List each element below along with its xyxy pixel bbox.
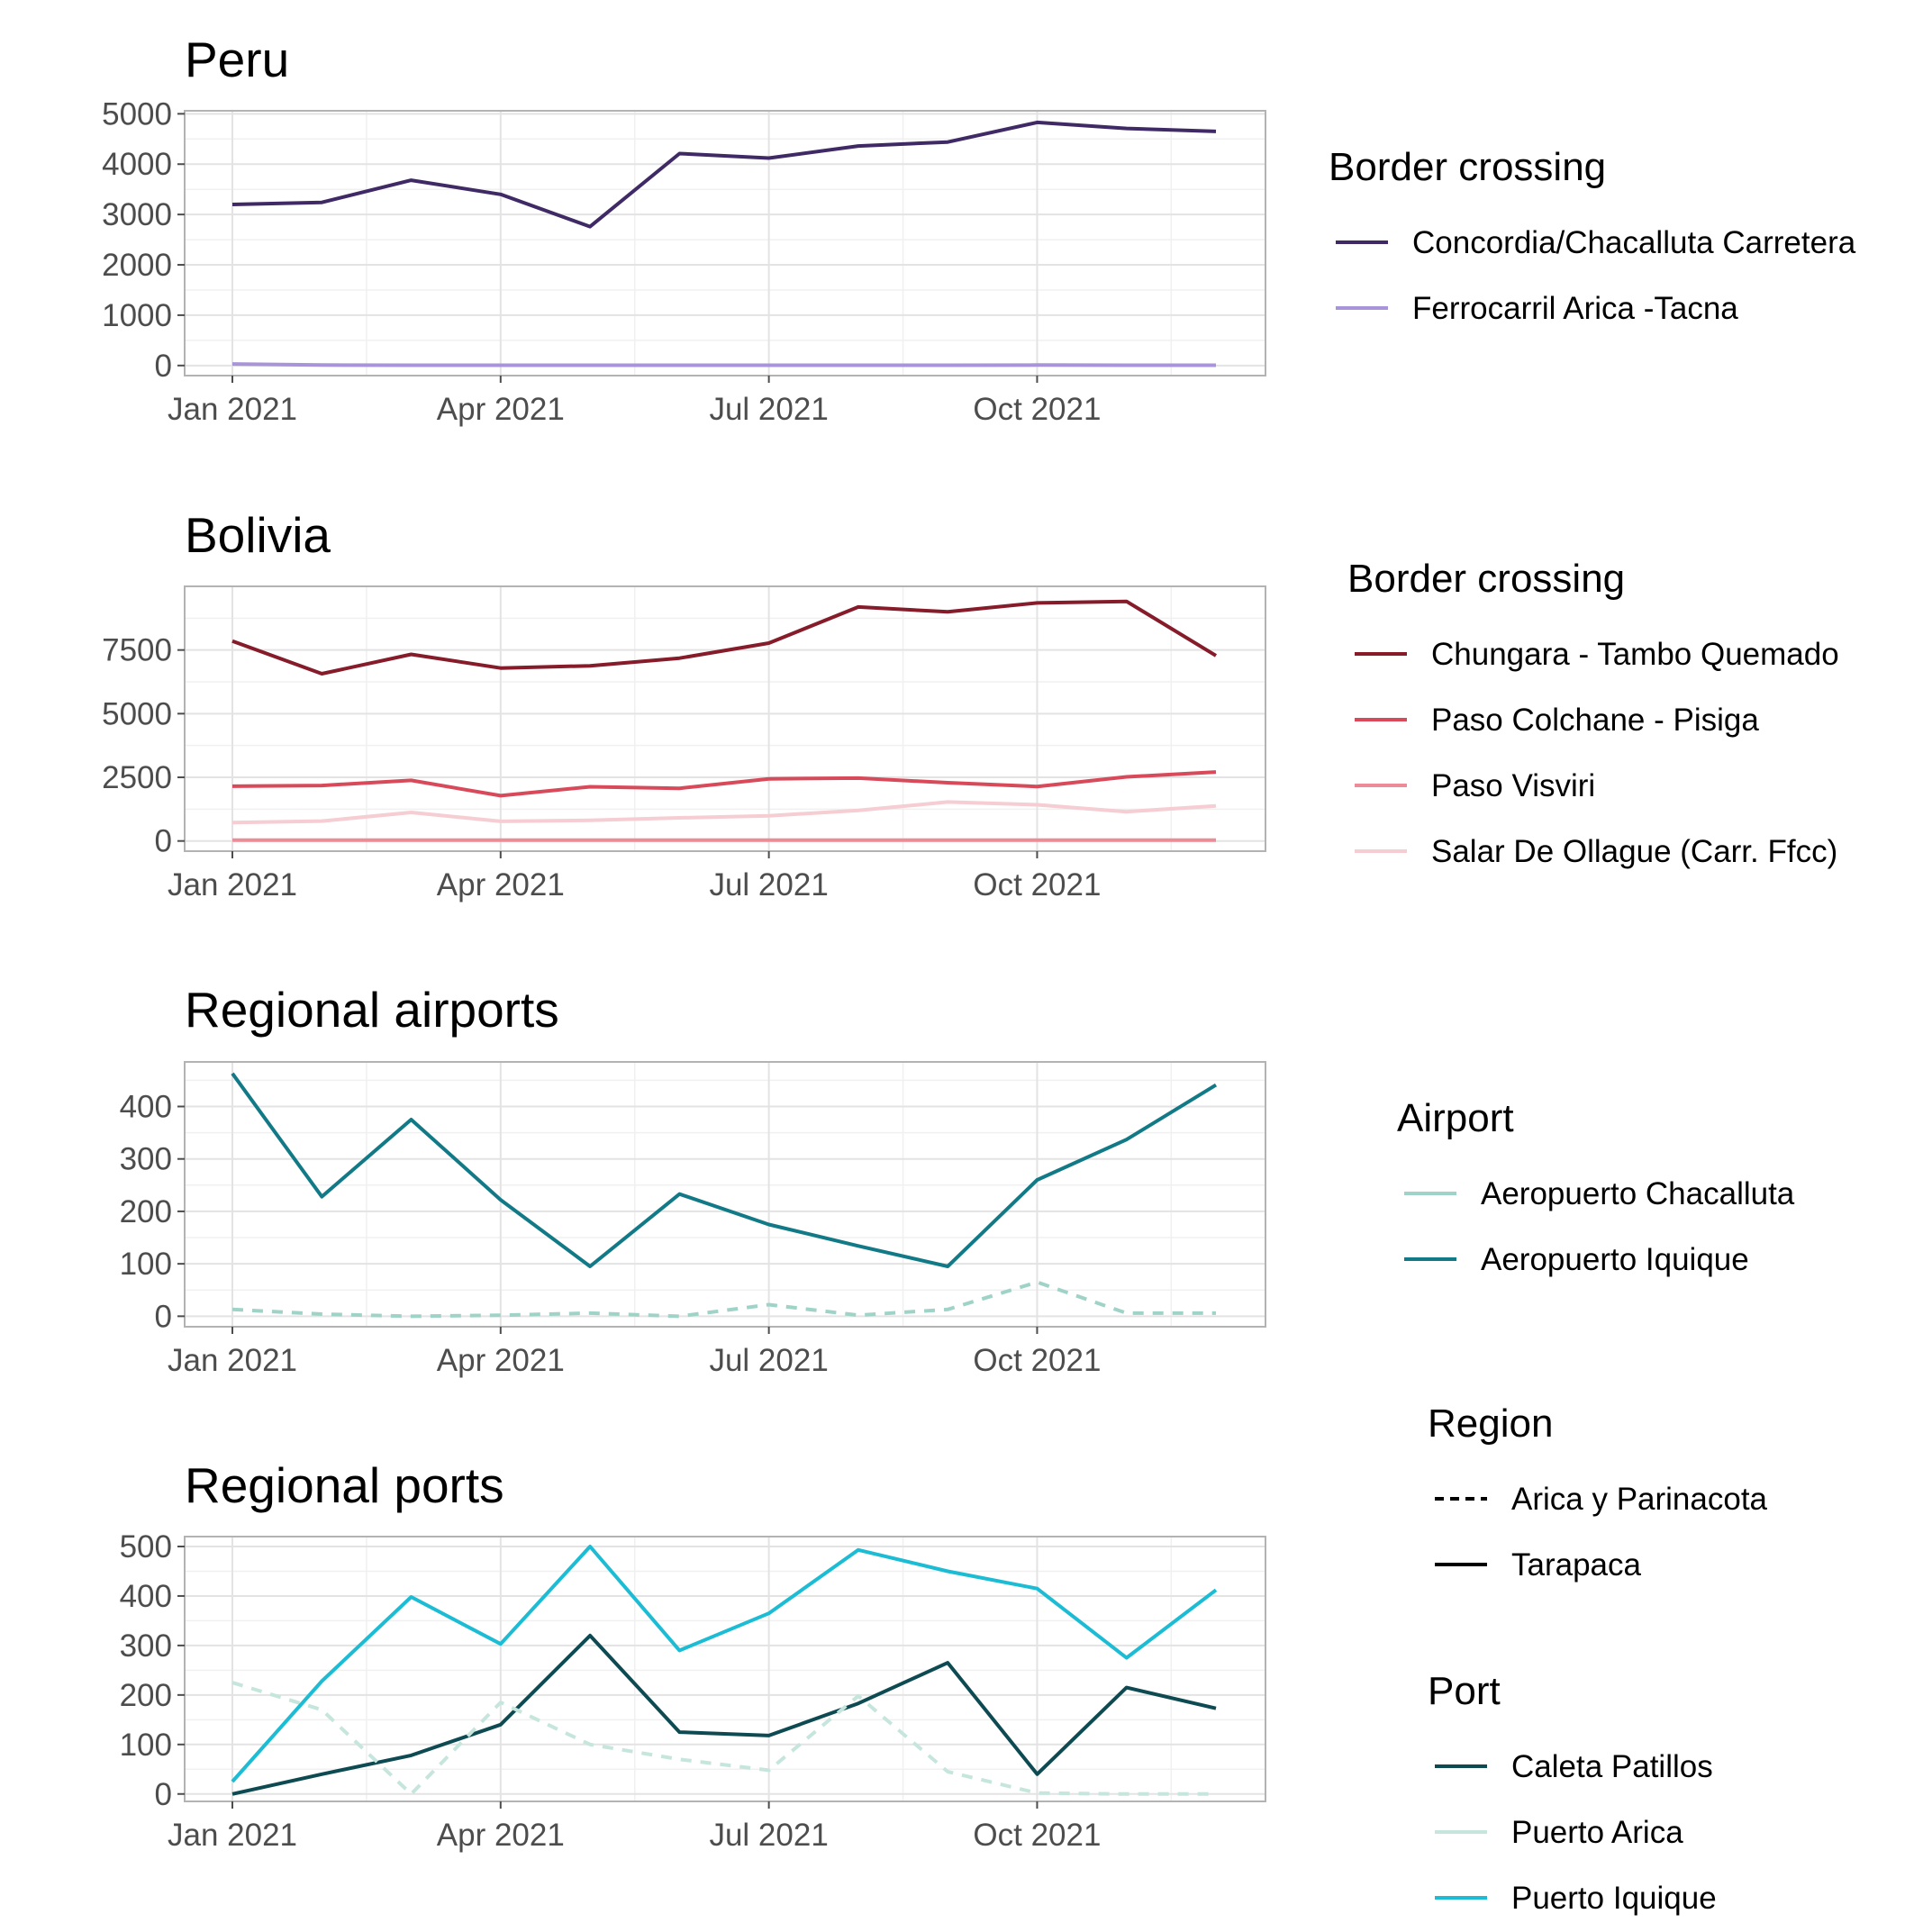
- panel-border: [184, 585, 1266, 852]
- panel-title: Regional ports: [185, 1457, 504, 1513]
- y-tick-label: 0: [155, 824, 172, 859]
- panel-border: [184, 110, 1266, 376]
- x-tick-label: Jul 2021: [709, 392, 828, 427]
- panel-2: Regional airports 0 100 200 300 400 Jan 2021 Ap…: [120, 982, 1795, 1378]
- x-tick-label: Oct 2021: [973, 867, 1101, 903]
- series-line-aeropuerto-chacalluta: [231, 1280, 1216, 1319]
- legend-label: Paso Visviri: [1431, 768, 1595, 803]
- x-tick-label: Apr 2021: [437, 867, 565, 903]
- legend-label: Aeropuerto Chacalluta: [1481, 1176, 1795, 1211]
- y-tick-label: 300: [120, 1628, 172, 1664]
- y-tick-label: 0: [155, 1777, 172, 1812]
- y-tick-label: 2000: [102, 248, 172, 283]
- x-tick-label: Jan 2021: [168, 392, 297, 427]
- legend-title: Port: [1428, 1669, 1501, 1713]
- y-tick-label: 7500: [102, 633, 172, 668]
- y-tick-label: 4000: [102, 147, 172, 182]
- panel-0: Peru 0 1000 2000 3000 4000 5000 Jan 2021 Apr 202…: [102, 32, 1856, 427]
- y-tick-label: 100: [120, 1728, 172, 1763]
- series-line-ferrocarril-arica-tacna: [231, 362, 1216, 367]
- panel-title: Bolivia: [185, 507, 331, 563]
- legend-title: Airport: [1397, 1096, 1514, 1140]
- legend-label: Tarapaca: [1511, 1547, 1642, 1583]
- series-line-aeropuerto-iquique: [231, 1072, 1218, 1268]
- legend-label: Arica y Parinacota: [1511, 1482, 1768, 1517]
- series-line-chungara-tambo-quemado: [231, 599, 1218, 676]
- panel-border: [184, 1536, 1266, 1802]
- legend-label: Ferrocarril Arica -Tacna: [1412, 291, 1738, 326]
- legend-label: Salar De Ollague (Carr. Ffcc): [1431, 834, 1837, 869]
- legend-label: Paso Colchane - Pisiga: [1431, 703, 1759, 738]
- legend-label: Aeropuerto Iquique: [1481, 1242, 1749, 1277]
- y-tick-label: 400: [120, 1579, 172, 1614]
- legend-label: Chungara - Tambo Quemado: [1431, 637, 1839, 672]
- x-tick-label: Oct 2021: [973, 392, 1101, 427]
- series-line-caleta-patillos: [231, 1633, 1217, 1796]
- series-line-puerto-iquique: [231, 1545, 1218, 1783]
- panel-1: Bolivia 0 2500 5000 7500 Jan 2021 Apr 2021 Jul …: [102, 507, 1839, 903]
- panel-3: Regional ports 0 100 200 300 400 500 Jan 2021 Ap…: [120, 1401, 1768, 1916]
- y-tick-label: 1000: [102, 298, 172, 333]
- legend-title: Border crossing: [1347, 557, 1625, 601]
- series-line-paso-colchane-pisiga: [231, 770, 1217, 798]
- x-tick-label: Jan 2021: [168, 867, 297, 903]
- x-tick-label: Apr 2021: [437, 1343, 565, 1378]
- panel-border: [184, 1061, 1266, 1328]
- y-tick-label: 2500: [102, 760, 172, 795]
- y-tick-label: 0: [155, 349, 172, 384]
- y-tick-label: 200: [120, 1194, 172, 1229]
- legend-label: Puerto Arica: [1511, 1815, 1683, 1850]
- x-tick-label: Apr 2021: [437, 1818, 565, 1853]
- y-tick-label: 100: [120, 1247, 172, 1282]
- legend-label: Concordia/Chacalluta Carretera: [1412, 225, 1856, 260]
- y-tick-label: 5000: [102, 696, 172, 731]
- x-tick-label: Jul 2021: [709, 1818, 828, 1853]
- legend-label: Caleta Patillos: [1511, 1749, 1713, 1784]
- x-tick-label: Jan 2021: [168, 1818, 297, 1853]
- y-tick-label: 400: [120, 1089, 172, 1124]
- x-tick-label: Jan 2021: [168, 1343, 297, 1378]
- y-tick-label: 0: [155, 1299, 172, 1334]
- y-tick-label: 3000: [102, 197, 172, 232]
- x-tick-label: Jul 2021: [709, 1343, 828, 1378]
- y-tick-label: 200: [120, 1678, 172, 1713]
- panel-title: Regional airports: [185, 982, 559, 1038]
- legend-title: Region: [1428, 1401, 1553, 1446]
- y-tick-label: 300: [120, 1142, 172, 1177]
- x-tick-label: Apr 2021: [437, 392, 565, 427]
- series-line-salar-de-ollague-carr-ffcc-: [231, 800, 1217, 825]
- series-line-concordia-chacalluta-carretera: [231, 120, 1217, 229]
- x-tick-label: Oct 2021: [973, 1818, 1101, 1853]
- legend-title: Border crossing: [1329, 145, 1606, 189]
- x-tick-label: Jul 2021: [709, 867, 828, 903]
- series-line-puerto-arica: [231, 1681, 1216, 1796]
- y-tick-label: 5000: [102, 96, 172, 132]
- legend-label: Puerto Iquique: [1511, 1881, 1717, 1916]
- panel-title: Peru: [185, 32, 289, 87]
- y-tick-label: 500: [120, 1529, 172, 1565]
- x-tick-label: Oct 2021: [973, 1343, 1101, 1378]
